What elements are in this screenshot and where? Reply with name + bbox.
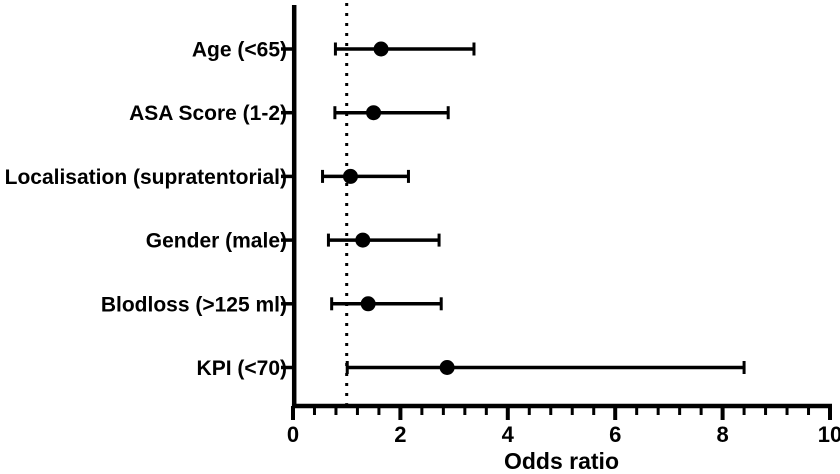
x-axis-tick-label: 8 <box>716 422 728 447</box>
category-label: Blodloss (>125 ml) <box>101 293 287 316</box>
x-axis-tick-label: 2 <box>394 422 406 447</box>
x-axis-tick-label: 10 <box>818 422 840 447</box>
x-axis-tick-label: 6 <box>609 422 621 447</box>
category-label: Gender (male) <box>146 230 287 253</box>
point-estimate <box>439 360 455 375</box>
x-axis-title: Odds ratio <box>503 448 619 474</box>
category-label: KPI (<70) <box>197 357 287 380</box>
x-axis-tick-label: 4 <box>502 422 515 447</box>
category-label: Localisation (supratentorial) <box>5 166 287 189</box>
point-estimate <box>342 168 358 184</box>
point-estimate <box>360 296 376 312</box>
x-axis-tick-label: 0 <box>287 422 299 447</box>
category-label: Age (<65) <box>192 39 287 62</box>
category-label: ASA Score (1-2) <box>129 102 287 125</box>
point-estimate <box>366 105 382 121</box>
point-estimate <box>355 232 371 248</box>
point-estimate <box>373 41 389 57</box>
